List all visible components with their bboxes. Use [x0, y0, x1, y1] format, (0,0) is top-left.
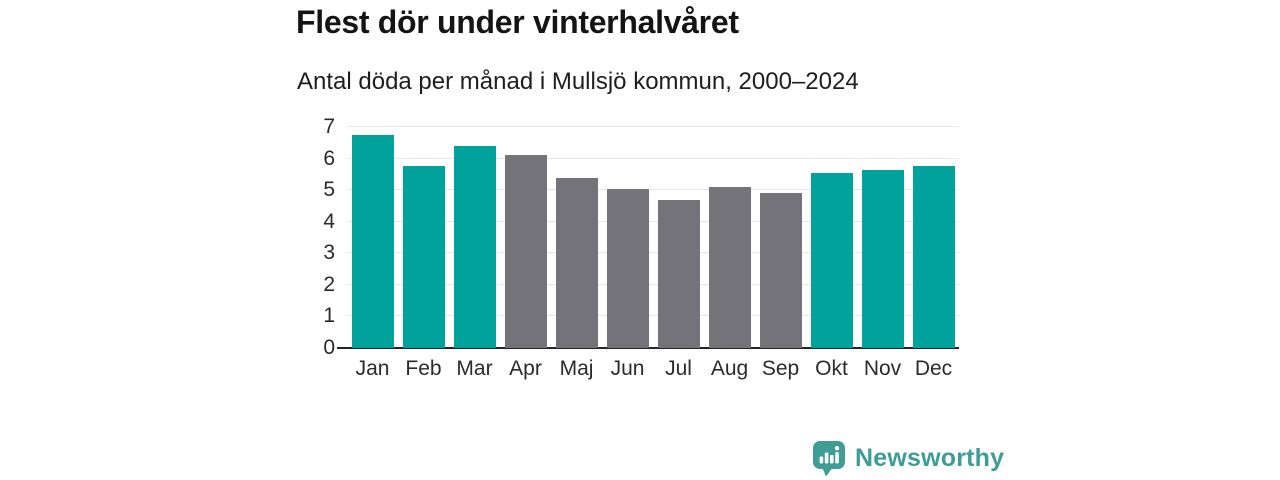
newsworthy-logo: Newsworthy — [812, 440, 1004, 477]
bar-maj — [555, 177, 598, 348]
x-tick-label-okt: Okt — [815, 357, 848, 380]
x-tick-label-feb: Feb — [405, 357, 442, 380]
gridline-y5 — [347, 189, 959, 191]
y-tick-label-7: 7 — [323, 115, 335, 138]
x-tick-label-dec: Dec — [914, 357, 953, 380]
gridline-y1 — [347, 315, 959, 317]
bar-aug — [708, 187, 751, 348]
newsworthy-logo-text: Newsworthy — [855, 444, 1005, 472]
x-axis-line — [337, 347, 959, 349]
x-tick-label-mar: Mar — [456, 357, 493, 380]
bar-feb — [402, 166, 445, 348]
bar-dec — [912, 166, 955, 348]
x-tick-label-jan: Jan — [355, 357, 390, 380]
chart-title: Flest dör under vinterhalvåret — [296, 4, 739, 40]
x-axis-labels: Jan Feb Mar Apr Maj Jun Jul Aug Sep Okt Nov Dec — [347, 357, 959, 381]
x-tick-label-maj: Maj — [559, 357, 594, 380]
y-axis: 0 1 2 3 4 5 6 7 — [280, 115, 335, 359]
bar-mar — [453, 145, 496, 348]
x-tick-label-aug: Aug — [710, 357, 749, 380]
bar-jul — [657, 199, 700, 348]
x-tick-label-sep: Sep — [761, 357, 800, 380]
bar-jun — [606, 188, 649, 348]
bar-jan — [351, 134, 394, 348]
gridline-y6 — [347, 157, 959, 159]
gridline-y3 — [347, 252, 959, 254]
bar-nov — [861, 169, 904, 348]
chart-subtitle: Antal döda per månad i Mullsjö kommun, 2… — [297, 68, 859, 95]
bar-sep — [759, 193, 802, 348]
bar-chart-plot-area — [337, 126, 959, 349]
bar-apr — [504, 155, 547, 348]
y-tick-label-1: 1 — [323, 304, 335, 328]
gridline-y2 — [347, 283, 959, 285]
y-tick-label-2: 2 — [323, 272, 335, 296]
bar-chart-speech-bubble-icon — [813, 441, 845, 477]
x-tick-label-jul: Jul — [665, 357, 692, 380]
y-tick-label-0: 0 — [323, 336, 335, 359]
y-tick-label-3: 3 — [323, 241, 335, 265]
bar-okt — [810, 172, 853, 348]
x-tick-label-nov: Nov — [863, 357, 902, 380]
x-tick-label-apr: Apr — [509, 357, 542, 380]
y-tick-label-4: 4 — [323, 209, 335, 233]
gridline-y4 — [347, 220, 959, 222]
x-tick-label-jun: Jun — [610, 357, 645, 380]
gridline-y7 — [347, 126, 959, 127]
y-tick-label-6: 6 — [323, 146, 335, 170]
y-tick-label-5: 5 — [323, 178, 335, 202]
